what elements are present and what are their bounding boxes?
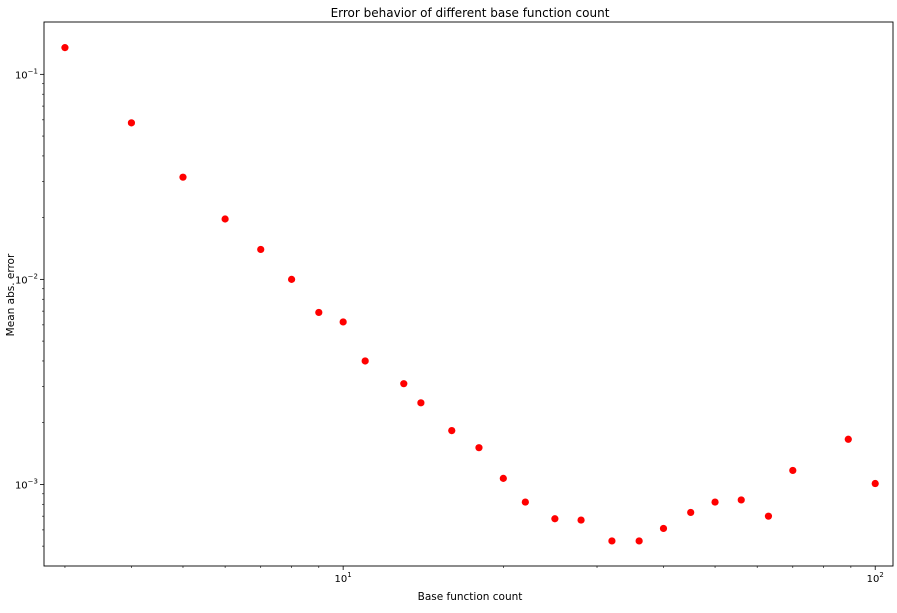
data-point [361, 357, 369, 365]
data-point [711, 498, 719, 506]
y-tick-label: 10−3 [15, 477, 38, 491]
data-point [287, 275, 296, 283]
data-point [448, 426, 456, 435]
data-point [179, 173, 187, 181]
data-point [551, 515, 559, 523]
x-axis-label: Base function count [418, 591, 523, 603]
data-point [499, 474, 507, 482]
data-point [577, 516, 585, 524]
data-point [844, 435, 852, 443]
data-point [339, 318, 347, 326]
plot-frame [43, 21, 894, 567]
data-point [315, 308, 323, 317]
data-point [871, 479, 879, 488]
chart-title: Error behavior of different base functio… [331, 6, 610, 20]
data-point [521, 498, 529, 506]
data-point [221, 215, 229, 223]
y-axis-label: Mean abs. error [5, 253, 17, 336]
data-point [659, 524, 668, 533]
data-point [737, 496, 745, 504]
data-point [61, 44, 69, 52]
plot-area: 101 102 10−3 10−2 10−1 [15, 21, 894, 585]
data-point [417, 399, 425, 407]
x-tick-label: 101 [335, 571, 352, 585]
x-tick-label: 102 [867, 571, 884, 585]
data-point [475, 444, 483, 452]
data-point [789, 466, 797, 475]
data-point [764, 512, 773, 520]
data-point [608, 537, 616, 545]
data-point [400, 380, 408, 388]
y-tick-label: 10−1 [15, 67, 38, 81]
data-point [635, 537, 643, 545]
data-point [127, 119, 136, 127]
data-point [687, 508, 695, 517]
data-point [257, 245, 265, 254]
y-tick-label: 10−2 [15, 272, 38, 286]
